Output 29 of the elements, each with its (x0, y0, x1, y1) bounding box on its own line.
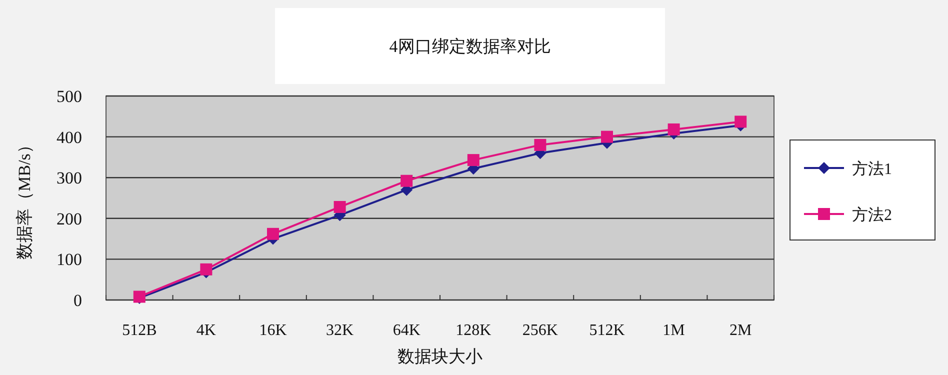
x-tick-label: 16K (259, 322, 288, 339)
point (734, 116, 747, 128)
y-tick-label: 200 (56, 209, 82, 228)
y-tick-label: 100 (56, 250, 82, 270)
legend-label: 方法1 (852, 160, 892, 178)
y-tick-label: 0 (74, 291, 82, 310)
y-tick-label: 300 (56, 168, 82, 188)
x-tick-label: 2M (729, 322, 752, 339)
x-tick-label: 512K (589, 322, 626, 339)
legend-label: 方法2 (852, 206, 892, 224)
point (267, 228, 279, 240)
x-tick-label: 4K (196, 322, 216, 339)
point (467, 154, 480, 166)
point (534, 138, 546, 151)
y-axis-title: 数据率（MB/s） (15, 136, 34, 260)
point (334, 200, 346, 213)
x-tick-label: 1M (662, 322, 685, 339)
x-axis-title: 数据块大小 (398, 347, 482, 366)
x-tick-label: 512B (122, 322, 157, 339)
y-tick-label: 500 (56, 87, 82, 106)
x-tick-label: 128K (456, 322, 492, 339)
point (668, 123, 680, 136)
point (400, 174, 413, 187)
chart-title: 4网口绑定数据率对比 (389, 37, 551, 56)
x-tick-label: 32K (326, 322, 354, 339)
x-tick-label: 256K (522, 322, 558, 339)
point (601, 130, 613, 143)
y-tick-label: 400 (56, 128, 82, 147)
x-tick-label: 64K (392, 322, 421, 339)
